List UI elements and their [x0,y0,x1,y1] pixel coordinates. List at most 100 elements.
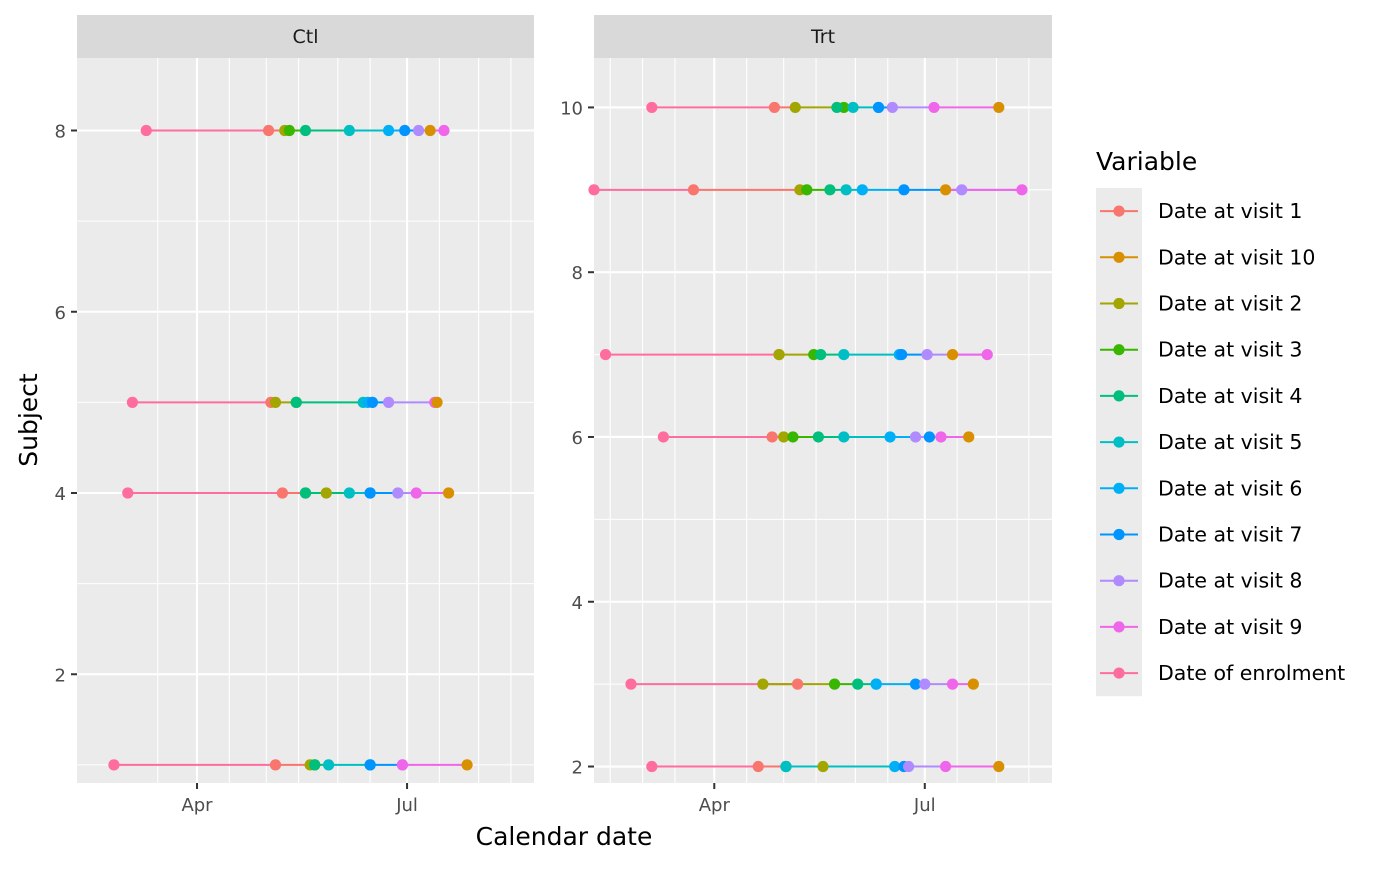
point-ctl-subject-8 [299,124,312,137]
x-tick-label: Jul [913,795,936,816]
x-tick-label: Apr [181,795,213,816]
y-tick-label: 4 [55,484,66,505]
legend-item: Date at visit 7 [1100,523,1302,547]
point-trt-subject-10 [831,101,843,114]
panel-trt: Trt 2 4 6 8 10 Apr Jul [560,15,1052,816]
point-trt-subject-3 [967,678,979,690]
point-ctl-subject-8 [262,124,275,137]
point-ctl-subject-4 [320,487,332,499]
point-trt-subject-2 [889,760,901,773]
legend-key-point [1113,482,1125,494]
point-trt-subject-3 [757,678,769,690]
y-tick-label: 10 [560,98,583,119]
point-trt-subject-10 [993,101,1005,114]
point-trt-subject-6 [657,431,669,443]
point-trt-subject-3 [909,678,922,690]
point-trt-subject-3 [919,678,931,690]
legend-item: Date at visit 4 [1100,384,1302,408]
point-trt-subject-10 [928,101,940,114]
point-trt-subject-6 [935,431,947,443]
point-trt-subject-6 [838,431,850,443]
subject-2-path [646,760,1005,773]
panel-trt-marks [588,101,1028,773]
point-trt-subject-3 [828,678,841,690]
point-ctl-subject-8 [140,124,152,137]
point-trt-subject-2 [939,760,952,773]
point-trt-subject-2 [752,760,764,773]
point-trt-subject-10 [872,101,885,114]
legend-item: Date at visit 1 [1100,199,1302,223]
y-tick-label: 8 [55,122,66,143]
point-ctl-subject-5 [366,396,379,408]
legend-label: Date at visit 10 [1158,245,1315,269]
panel-ctl-strip-label: Ctl [293,26,319,48]
legend-item: Date at visit 6 [1100,476,1302,500]
legend-item: Date at visit 9 [1100,615,1302,639]
legend-key-point [1113,205,1125,217]
x-axis-title: Calendar date [476,822,653,851]
point-trt-subject-9 [939,184,952,196]
point-trt-subject-3 [870,678,882,690]
y-tick-label: 6 [572,428,583,449]
legend-label: Date of enrolment [1158,661,1345,685]
point-trt-subject-10 [789,101,801,114]
point-trt-subject-9 [801,184,813,196]
point-ctl-subject-4 [364,487,376,499]
point-trt-subject-10 [886,101,898,114]
panel-ctl-grid [77,58,534,783]
subject-5-path [126,396,443,408]
point-ctl-subject-4 [392,487,404,499]
panel-ctl-strip [77,15,534,58]
point-ctl-subject-5 [382,396,395,408]
point-trt-subject-7 [921,348,933,361]
point-ctl-subject-4 [122,487,134,499]
point-trt-subject-7 [773,348,785,361]
y-tick-label: 4 [572,593,583,614]
point-ctl-subject-1 [269,759,282,771]
subject-3-path [625,678,979,690]
point-ctl-subject-1 [322,759,335,771]
legend-item: Date at visit 3 [1100,338,1302,362]
point-ctl-subject-8 [412,124,425,137]
panel-trt-axes: 2 4 6 8 10 Apr Jul [560,98,936,816]
point-trt-subject-9 [956,184,968,196]
point-trt-subject-6 [884,431,896,443]
x-tick-label: Jul [395,795,418,816]
panel-trt-strip [594,15,1052,58]
legend-label: Date at visit 1 [1158,199,1302,223]
point-trt-subject-6 [923,431,936,443]
y-tick-label: 8 [572,263,583,284]
y-tick-label: 2 [55,665,66,686]
point-trt-subject-10 [768,101,781,114]
point-trt-subject-9 [1016,184,1028,196]
point-trt-subject-9 [840,184,852,196]
subject-1-path [108,759,473,771]
point-trt-subject-10 [847,101,859,114]
point-trt-subject-6 [909,431,922,443]
legend-label: Date at visit 6 [1158,476,1302,500]
subject-8-path [140,124,450,137]
point-ctl-subject-8 [438,124,450,137]
point-ctl-subject-8 [382,124,395,137]
point-trt-subject-6 [766,431,778,443]
legend-label: Date at visit 8 [1158,569,1302,593]
legend-label: Date at visit 2 [1158,292,1302,316]
point-ctl-subject-5 [290,396,302,408]
subject-10-path [646,101,1005,114]
point-ctl-subject-8 [283,124,295,137]
point-ctl-subject-4 [410,487,422,499]
point-trt-subject-9 [898,184,910,196]
legend-key-point [1113,344,1125,356]
subject-7-path [599,348,993,361]
legend-title: Variable [1096,147,1197,176]
point-trt-subject-3 [791,678,804,690]
point-trt-subject-9 [856,184,868,196]
point-trt-subject-2 [646,760,658,773]
legend-item: Date at visit 5 [1100,430,1302,454]
legend: Variable Date at visit 1 Date at visit 10… [1096,147,1345,697]
legend-key-point [1113,528,1125,541]
panel-ctl: Ctl 2 4 6 8 Apr Jul [55,15,534,816]
point-ctl-subject-1 [396,759,409,771]
subject-6-path [657,431,975,443]
point-trt-subject-3 [946,678,959,690]
